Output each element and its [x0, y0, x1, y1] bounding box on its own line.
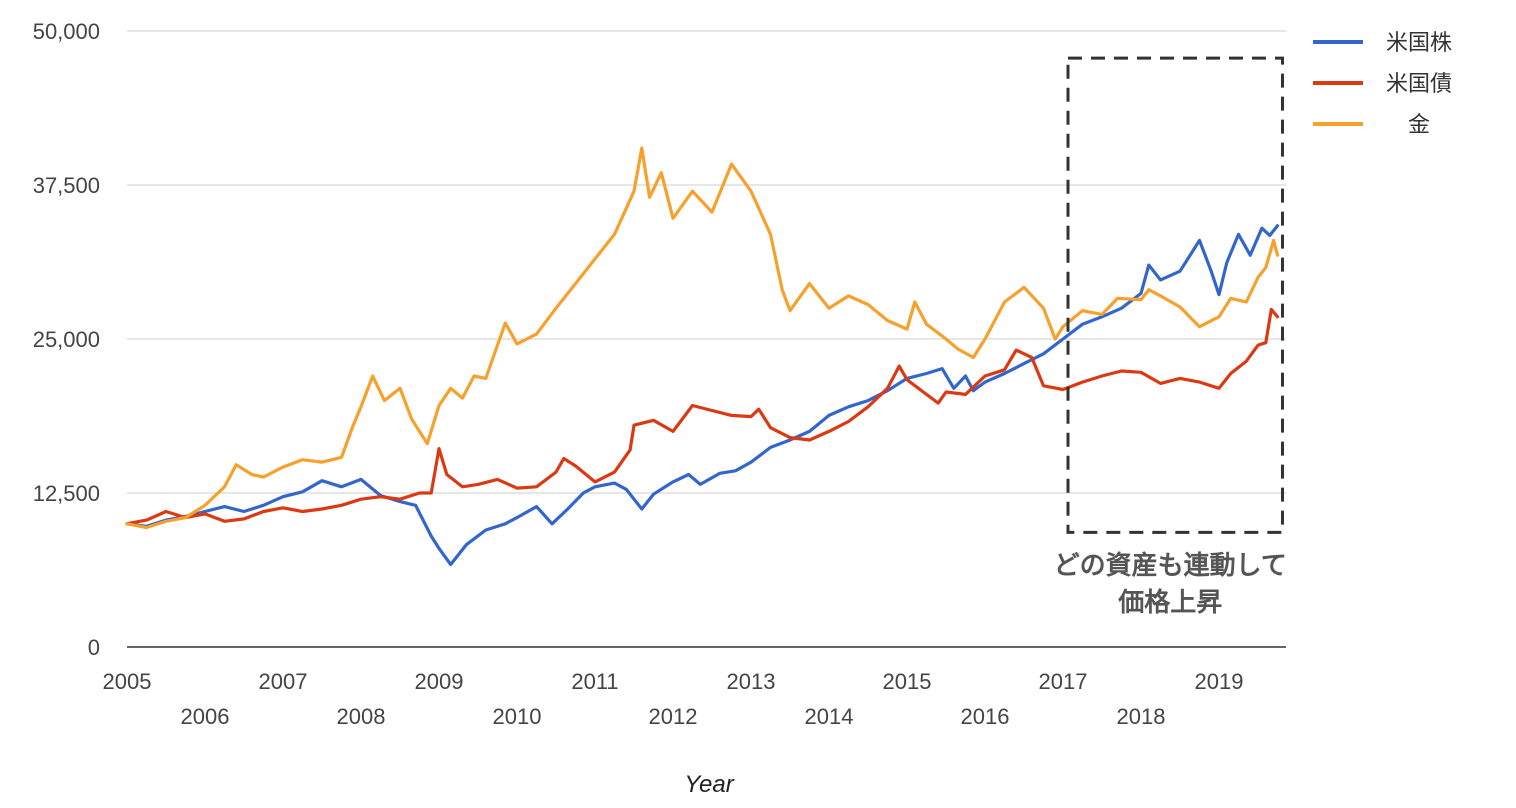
- legend-label-1: 米国債: [1386, 72, 1452, 97]
- y-tick-label: 12,500: [33, 481, 100, 506]
- x-tick-label: 2014: [805, 704, 854, 729]
- x-tick-label: 2016: [961, 704, 1010, 729]
- series-line-0: [125, 224, 1280, 567]
- annotation-text-line-1: どの資産も連動して: [1054, 550, 1287, 581]
- x-axis-title: Year: [684, 771, 734, 798]
- x-tick-label: 2013: [727, 669, 776, 694]
- x-tick-label: 2010: [493, 704, 542, 729]
- x-tick-label: 2007: [259, 669, 308, 694]
- x-tick-label: 2015: [883, 669, 932, 694]
- x-tick-label: 2017: [1039, 669, 1088, 694]
- y-axis-tick-labels: 0 12,500 25,000 37,500 50,000: [33, 19, 100, 660]
- annotation-text-line-2: 価格上昇: [1117, 587, 1222, 618]
- y-tick-label: 50,000: [33, 19, 100, 44]
- series-line-2: [125, 146, 1280, 530]
- x-tick-label: 2005: [103, 669, 152, 694]
- series-lines: [125, 146, 1280, 567]
- x-tick-label: 2018: [1117, 704, 1166, 729]
- x-axis-tick-labels: 2005 2006 2007 2008 2009 2010 2011 2012 2013 2014…: [103, 669, 1244, 729]
- series-line-1: [125, 307, 1280, 526]
- x-tick-label: 2012: [649, 704, 698, 729]
- x-tick-label: 2019: [1195, 669, 1244, 694]
- legend-label-2: 金: [1408, 113, 1430, 138]
- gridlines: [127, 30, 1286, 648]
- x-tick-label: 2006: [181, 704, 230, 729]
- x-tick-label: 2011: [571, 669, 618, 694]
- annotation-box: [1066, 56, 1284, 534]
- y-tick-label: 25,000: [33, 327, 100, 352]
- annotation-group: どの資産も連動して 価格上昇: [1054, 56, 1287, 618]
- y-tick-label: 0: [88, 635, 100, 660]
- y-tick-label: 37,500: [33, 173, 100, 198]
- x-tick-label: 2008: [337, 704, 386, 729]
- legend-label-0: 米国株: [1386, 31, 1452, 56]
- x-tick-label: 2009: [415, 669, 464, 694]
